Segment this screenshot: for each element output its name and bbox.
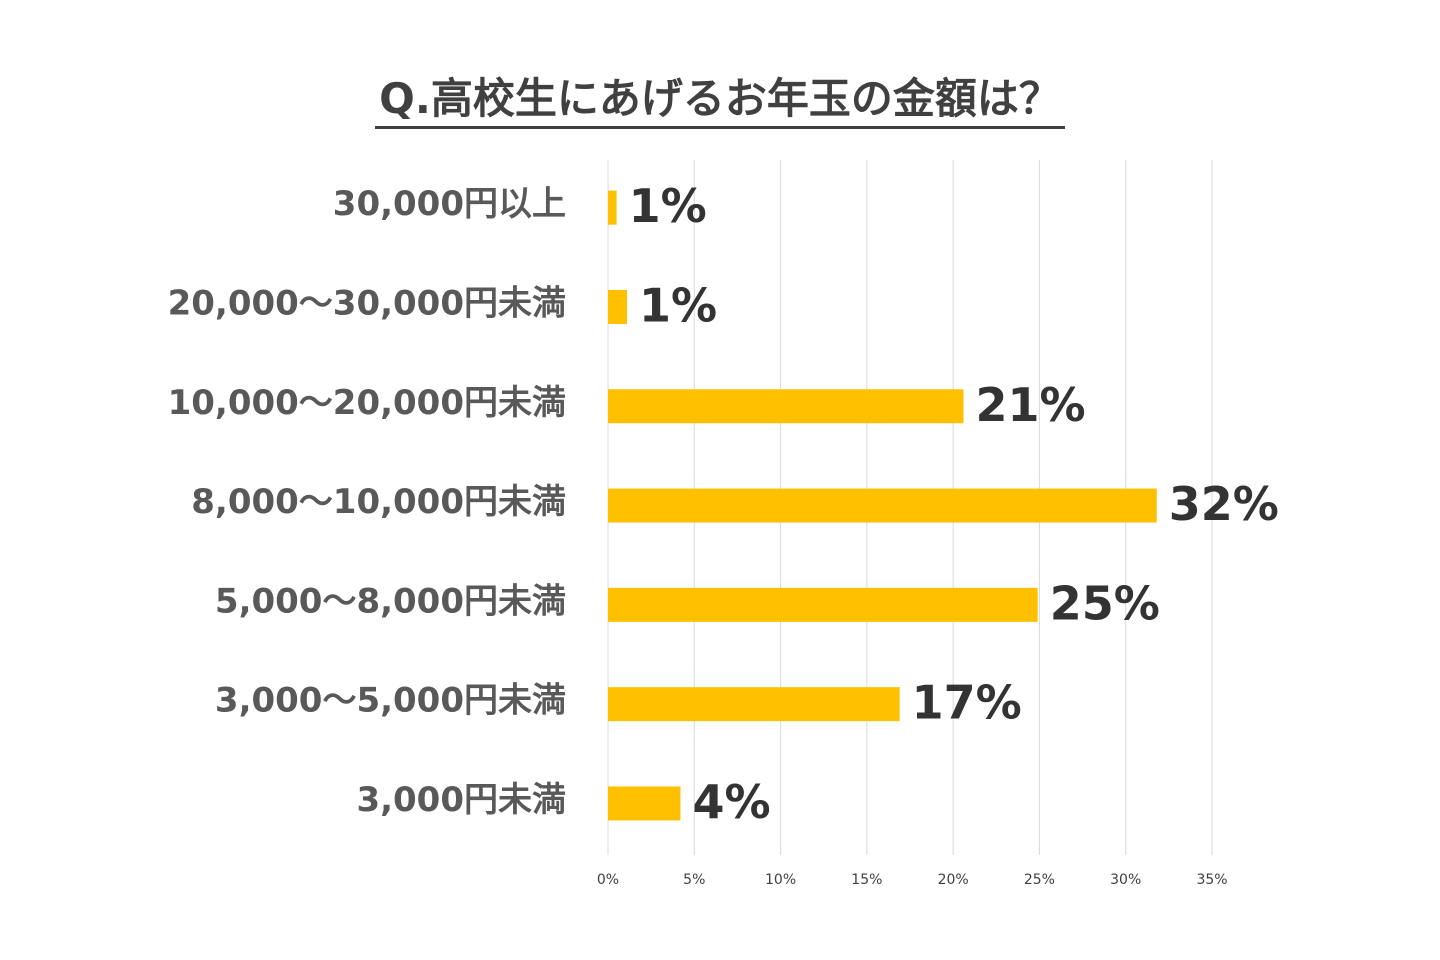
x-tick-label: 20% [938,872,969,888]
value-labels: 1% 1% 21% 32%25% 17% 4% [629,179,1279,829]
bar [608,488,1157,523]
data-label: 17% [912,676,1022,730]
data-label: 25% [1050,576,1160,630]
bar [608,687,900,722]
x-tick-label: 0% [597,872,619,888]
x-tick-label: 30% [1110,872,1141,888]
x-tick-label: 15% [851,872,882,888]
chart-title: Q.高校生にあげるお年玉の金額は？ [0,74,1440,130]
x-tick-label: 25% [1024,872,1055,888]
x-axis-ticks: 0% 5% 10% 15% 20% 25% 30% 35% [597,872,1228,888]
data-label: 4% [692,775,770,829]
x-tick-label: 5% [683,872,705,888]
category-label: 20,000〜30,000円未満 [168,283,566,323]
bar [608,190,617,225]
bar [608,389,964,424]
category-label: 8,000〜10,000円未満 [191,482,566,522]
x-tick-label: 10% [765,872,796,888]
bar [608,786,681,821]
bars [608,190,1157,821]
bar [608,587,1038,622]
data-label: 1% [639,278,717,332]
data-label: 21% [975,378,1085,432]
x-tick-label: 35% [1196,872,1227,888]
data-label: 32% [1169,477,1279,531]
category-label: 5,000〜8,000円未満 [215,581,566,621]
category-label: 10,000〜20,000円未満 [168,383,566,423]
category-label: 30,000円以上 [333,184,566,224]
bar [608,289,627,324]
chart-title-text: Q.高校生にあげるお年玉の金額は？ [375,74,1065,130]
category-label: 3,000円未満 [356,780,566,820]
category-label: 3,000〜5,000円未満 [215,681,566,721]
category-labels: 30,000円以上 20,000〜30,000円未満 10,000〜20,000円未… [168,184,566,820]
data-label: 1% [629,179,707,233]
